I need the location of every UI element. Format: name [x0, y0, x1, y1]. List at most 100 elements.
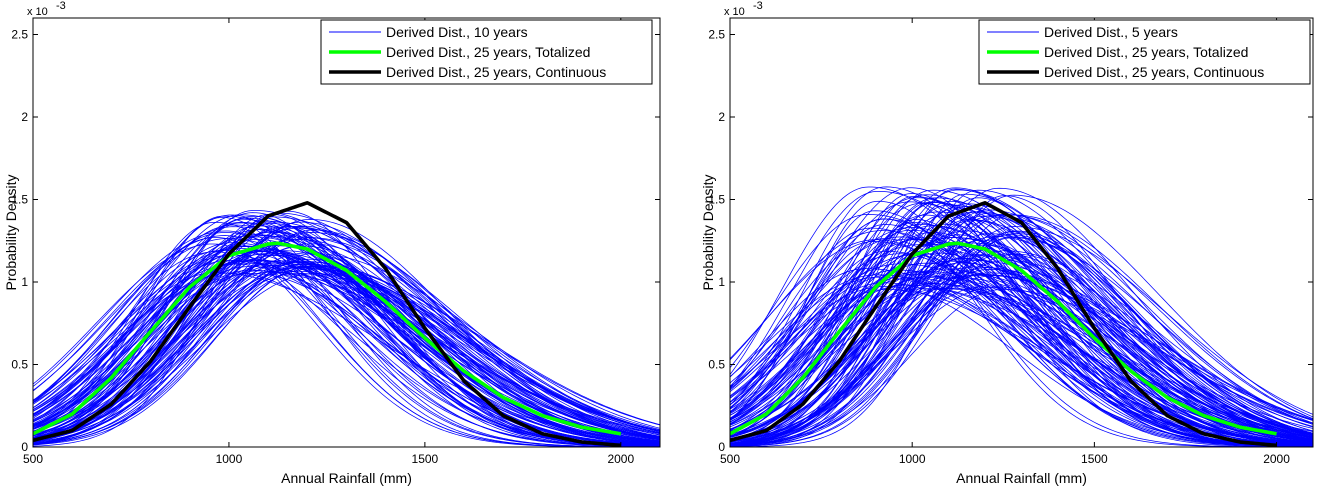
ensemble-curve [730, 214, 1313, 447]
y-axis-label: Probability Density [700, 175, 716, 291]
ensemble-curve [33, 243, 660, 447]
ensemble-curve [730, 274, 1313, 444]
ensemble-curve [730, 226, 1313, 446]
x-tick-label: 500 [720, 452, 740, 466]
y-tick-label: 1 [718, 275, 725, 289]
ensemble-curve [730, 194, 1313, 445]
ensemble-curve [730, 227, 1313, 447]
x-tick-label: 1500 [1081, 452, 1108, 466]
ensemble-curve [33, 272, 660, 445]
ensemble-curve [730, 233, 1313, 446]
y-multiplier-label: x 10 [724, 6, 745, 18]
ensemble-curve [730, 195, 1313, 447]
ensemble-curves [730, 186, 1313, 447]
ensemble-curve [730, 231, 1313, 445]
legend-entry: Derived Dist., 25 years, Totalized [1044, 44, 1248, 60]
legend: Derived Dist., 10 years Derived Dist., 25… [320, 19, 653, 85]
ensemble-curve [730, 268, 1313, 444]
series-layer [33, 201, 660, 447]
ensemble-curve [730, 201, 1313, 447]
y-tick-label: 1 [21, 275, 28, 289]
totalized-curve [33, 241, 622, 436]
legend-entry: Derived Dist., 25 years, Continuous [1044, 64, 1264, 80]
continuous-curve [730, 201, 1277, 447]
ensemble-curve [33, 245, 660, 439]
totalized-curve [730, 241, 1277, 436]
y-tick-label: 1.5 [708, 193, 725, 207]
ensemble-curve [730, 187, 1313, 446]
legend-entry: Derived Dist., 10 years [386, 24, 528, 40]
y-tick-label: 2.5 [708, 28, 725, 42]
ensemble-curve [33, 227, 660, 439]
ensemble-curve [730, 289, 1313, 447]
x-tick-label: 1000 [216, 452, 243, 466]
ensemble-curve [33, 253, 660, 445]
y-tick-label: 2 [718, 110, 725, 124]
ensemble-curve [33, 218, 660, 446]
ensemble-curve [730, 202, 1313, 447]
ensemble-curve [730, 215, 1313, 446]
axes-box [32, 17, 661, 448]
y-multiplier-label: x 10 [27, 6, 48, 18]
legend-entry: Derived Dist., 25 years, Continuous [386, 64, 606, 80]
continuous-curve [33, 201, 621, 447]
x-axis-label: Annual Rainfall (mm) [956, 470, 1087, 486]
x-axis-label: Annual Rainfall (mm) [281, 470, 412, 486]
x-tick-label: 500 [23, 452, 43, 466]
ensemble-curve [730, 269, 1313, 443]
chart-panel-left: 500 1000 1500 2000 0 0.5 1 1.5 2 2.5 x 10 -3 Annual … [3, 0, 661, 486]
ensemble-curve [730, 236, 1313, 438]
ensemble-curve [33, 271, 660, 440]
series-layer [730, 186, 1313, 447]
ensemble-curve [33, 214, 660, 447]
ensemble-curve [33, 245, 660, 443]
ensemble-curve [730, 224, 1313, 447]
axes-box [729, 17, 1314, 448]
y-tick-label: 1.5 [11, 193, 28, 207]
y-tick-label: 2 [21, 110, 28, 124]
y-axis-label: Probability Density [3, 175, 19, 291]
legend: Derived Dist., 5 years Derived Dist., 25 … [978, 19, 1311, 85]
ensemble-curve [730, 288, 1313, 446]
x-tick-label: 1500 [412, 452, 439, 466]
ensemble-curve [33, 239, 660, 440]
legend-entry: Derived Dist., 25 years, Totalized [386, 44, 590, 60]
ensemble-curve [33, 231, 660, 445]
ensemble-curve [730, 215, 1313, 444]
y-tick-label: 0 [718, 440, 725, 454]
ensemble-curve [730, 219, 1313, 446]
ensemble-curve [33, 242, 660, 445]
ensemble-curve [33, 226, 660, 445]
x-tick-label: 1000 [899, 452, 926, 466]
y-tick-label: 2.5 [11, 28, 28, 42]
ensemble-curve [730, 197, 1313, 447]
ensemble-curve [730, 189, 1313, 440]
ensemble-curve [730, 282, 1313, 446]
chart-panel-right: 500 1000 1500 2000 0 0.5 1 1.5 2 2.5 x 10 -3 Annual … [700, 0, 1314, 486]
ensemble-curve [33, 260, 660, 435]
ensemble-curve [730, 250, 1313, 447]
ensemble-curve [730, 271, 1313, 439]
ensemble-curve [730, 287, 1313, 432]
x-tick-label: 2000 [607, 452, 634, 466]
ensemble-curve [730, 194, 1313, 447]
ensemble-curve [33, 220, 660, 447]
ensemble-curve [33, 221, 660, 444]
ensemble-curve [730, 214, 1313, 444]
ensemble-curve [730, 196, 1313, 444]
y-multiplier-exponent: -3 [753, 0, 763, 12]
y-multiplier-exponent: -3 [56, 0, 66, 12]
ensemble-curve [730, 282, 1313, 437]
ensemble-curve [730, 189, 1313, 447]
ensemble-curve [730, 234, 1313, 443]
y-tick-label: 0.5 [11, 358, 28, 372]
x-tick-label: 2000 [1263, 452, 1290, 466]
ensemble-curve [730, 193, 1313, 447]
ensemble-curve [33, 260, 660, 441]
ensemble-curve [33, 252, 660, 446]
legend-entry: Derived Dist., 5 years [1044, 24, 1178, 40]
ensemble-curve [33, 253, 660, 447]
ensemble-curve [33, 261, 660, 445]
y-tick-label: 0.5 [708, 358, 725, 372]
